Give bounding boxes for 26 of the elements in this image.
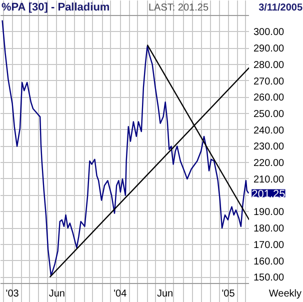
y-tick-label: 240.00	[254, 125, 285, 136]
x-tick-label: Jun	[48, 288, 65, 300]
text: LAST: 201.25	[148, 2, 209, 14]
y-tick-label: 290.00	[254, 44, 285, 55]
x-tick-label: '03	[6, 288, 20, 300]
y-tick-label: 230.00	[254, 142, 285, 153]
y-tick-label: 220.00	[254, 158, 285, 170]
y-tick-label: 280.00	[254, 60, 285, 71]
y-tick-label: 190.00	[254, 207, 285, 218]
y-tick-label: 260.00	[254, 92, 285, 104]
x-tick-label: Jun	[156, 288, 174, 300]
annotation: 201.25	[252, 188, 286, 200]
y-tick-label: 300.00	[254, 27, 285, 38]
line-series	[2, 20, 249, 276]
y-tick-label: 270.00	[254, 76, 285, 88]
y-tick-label: 160.00	[254, 256, 285, 268]
y-tick-label: 170.00	[254, 240, 285, 251]
text: 3/11/2005	[258, 2, 303, 14]
y-tick-label: 250.00	[254, 109, 285, 120]
x-tick-label: '05	[222, 288, 236, 300]
y-tick-label: 210.00	[254, 174, 285, 186]
y-tick-label: 150.00	[254, 272, 285, 284]
x-tick-label: '04	[114, 288, 128, 300]
text: Weekly	[268, 288, 302, 300]
y-tick-label: 180.00	[254, 224, 285, 235]
chart-title: %PA [30] - Palladium	[2, 1, 110, 14]
